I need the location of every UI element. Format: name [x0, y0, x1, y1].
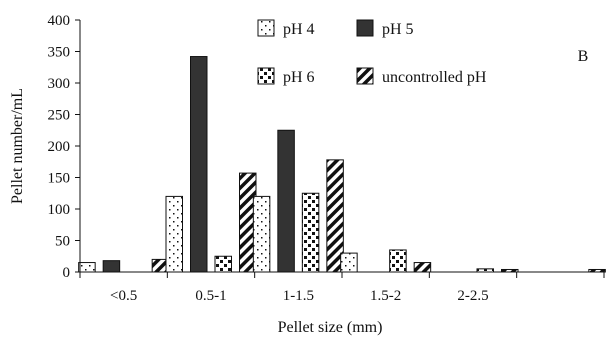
y-tick-label: 300 — [48, 76, 71, 92]
y-tick-label: 0 — [63, 265, 71, 281]
legend-label: pH 4 — [283, 21, 315, 38]
bar-ph-5 — [190, 56, 208, 273]
bar-ph-4 — [165, 195, 183, 273]
bar-ph-6 — [214, 255, 232, 273]
x-tick-label: 1-1.5 — [283, 288, 314, 304]
x-tick-label: 1.5-2 — [370, 288, 401, 304]
y-tick-label: 150 — [48, 171, 71, 187]
x-axis-title: Pellet size (mm) — [278, 319, 383, 336]
y-tick-label: 250 — [48, 108, 71, 124]
legend-swatch — [257, 67, 275, 85]
bar-uncontrolled-ph — [413, 262, 432, 273]
x-tick-label: <0.5 — [110, 288, 137, 304]
x-tick-label: 0.5-1 — [195, 288, 226, 304]
legend-swatch — [356, 67, 374, 85]
bar-ph-5 — [277, 129, 295, 273]
legend-item-ph-4: pH 4 — [257, 19, 315, 38]
legend-item-uncontrolled-ph: uncontrolled pH — [356, 67, 487, 86]
y-tick-label: 100 — [48, 202, 71, 218]
legend-swatch — [257, 19, 275, 37]
y-tick-label: 400 — [48, 13, 71, 29]
x-tick-label: 2-2.5 — [457, 288, 488, 304]
legend-label: pH 6 — [283, 69, 315, 86]
legend: pH 4 pH 5 pH 6 uncontrolled pH — [257, 19, 487, 86]
y-axis-title: Pellet number/mL — [9, 88, 26, 204]
y-tick-label: 350 — [48, 45, 71, 61]
bar-ph-4 — [340, 252, 358, 273]
panel-label: B — [578, 48, 589, 65]
y-tick-label: 200 — [48, 139, 71, 155]
bar-ph-5 — [102, 260, 121, 273]
legend-label: pH 5 — [382, 21, 414, 38]
bar-ph-6 — [301, 192, 320, 273]
legend-label: uncontrolled pH — [382, 69, 487, 86]
bar-ph-4 — [78, 262, 96, 273]
legend-item-ph-5: pH 5 — [356, 19, 414, 38]
y-ticks: 0 50 100 150 200 250 300 350 400 — [48, 13, 80, 281]
bar-ph-6 — [389, 249, 407, 273]
x-ticks: <0.5 0.5-1 1-1.5 1.5-2 2-2.5 — [79, 272, 605, 304]
bar-ph-4 — [252, 195, 271, 273]
legend-item-ph-6: pH 6 — [257, 67, 315, 86]
legend-swatch — [356, 19, 374, 37]
y-tick-label: 50 — [55, 234, 70, 250]
plot-bars — [78, 56, 606, 273]
